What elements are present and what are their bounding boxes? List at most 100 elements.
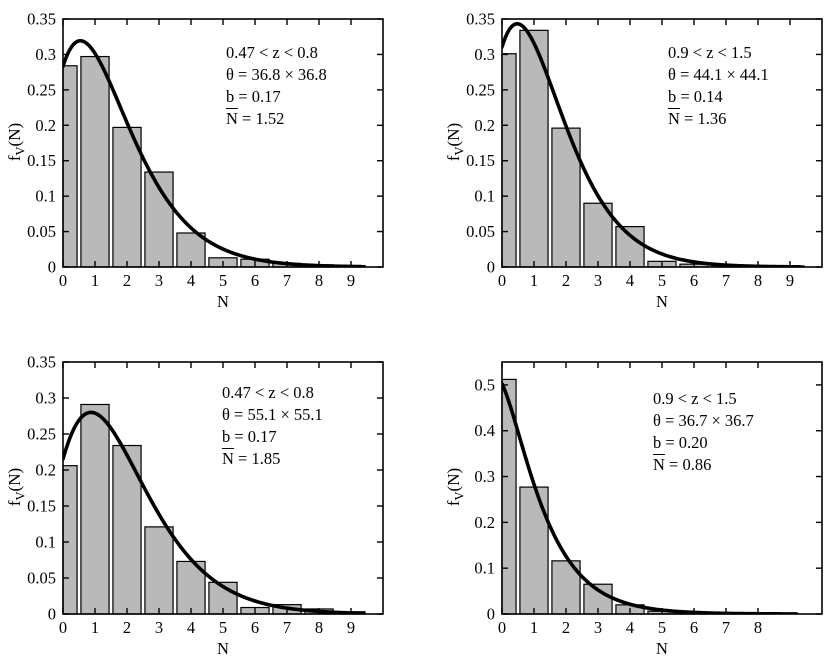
z-range-label: 0.47 < z < 0.8	[226, 43, 318, 62]
plot-box	[62, 18, 384, 268]
fit-parameters-annotation: 0.47 < z < 0.8 θ = 55.1 × 55.1 b = 0.17 …	[222, 382, 323, 470]
z-range-label: 0.9 < z < 1.5	[653, 389, 737, 408]
nbar-value: = 1.36	[679, 109, 727, 128]
bar-N4	[615, 226, 645, 268]
fit-parameters-annotation: 0.47 < z < 0.8 θ = 36.8 × 36.8 b = 0.17 …	[226, 42, 327, 130]
nbar-label: N = 1.85	[222, 448, 323, 470]
y-tick-label: 0.2	[474, 116, 495, 135]
y-tick-label: 0.1	[35, 533, 56, 552]
x-tick-label: 7	[283, 618, 291, 637]
y-tick-label: 0.3	[474, 467, 495, 486]
nbar-label: N = 1.52	[226, 108, 327, 130]
x-tick-label: 9	[347, 271, 355, 290]
x-tick-label: 2	[123, 271, 131, 290]
y-tick-label: 0.25	[27, 80, 56, 99]
ylabel-arg: (N)	[444, 467, 463, 492]
nbar-value: = 1.85	[233, 449, 281, 468]
x-tick-label: 5	[219, 618, 227, 637]
ylabel-arg: (N)	[444, 122, 463, 147]
x-axis-title: N	[656, 639, 668, 658]
y-axis-label: fV(N)	[444, 97, 467, 187]
x-tick-label: 5	[219, 271, 227, 290]
x-axis-title: N	[217, 292, 229, 311]
nbar-value: = 1.52	[237, 109, 285, 128]
bar-N0	[62, 65, 78, 268]
x-tick-label: 1	[530, 271, 538, 290]
bar-N1	[80, 403, 110, 615]
x-tick-label: 4	[187, 271, 195, 290]
y-axis-label: fV(N)	[5, 442, 28, 532]
x-tick-label: 0	[498, 618, 506, 637]
bar-N3	[583, 202, 613, 268]
x-tick-label: 6	[251, 271, 259, 290]
panel-bottom-left: 0 1 2 3 4 5 6 7 8 9 0 0.05 0.1 0.15 0.2 0.25 0.3 0.35 N	[27, 353, 384, 658]
y-tick-label: 0	[48, 258, 56, 277]
z-range-label: 0.47 < z < 0.8	[222, 383, 314, 402]
panel-top-left: 0 1 2 3 4 5 6 7 8 9 0 0.05 0.1 0.15 0.2 0.25 0.3 0.35 N	[27, 10, 384, 312]
x-tick-label: 8	[754, 618, 762, 637]
ylabel-sub-v: V	[452, 146, 467, 156]
theta-label: θ = 44.1 × 44.1	[668, 65, 769, 84]
y-tick-label: 0.35	[27, 353, 56, 372]
y-tick-label: 0.05	[27, 569, 56, 588]
y-tick-label: 0.15	[466, 151, 495, 170]
fit-curve	[62, 410, 366, 614]
nbar-value: = 0.86	[664, 455, 712, 474]
y-tick-label: 0.25	[466, 80, 495, 99]
x-tick-label: 0	[59, 618, 67, 637]
x-tick-label: 3	[594, 271, 602, 290]
axis-ticks	[62, 18, 383, 268]
b-label: b = 0.14	[668, 87, 723, 106]
fit-parameters-annotation: 0.9 < z < 1.5 θ = 36.7 × 36.7 b = 0.20 N…	[653, 388, 754, 476]
y-tick-label: 0.2	[35, 116, 56, 135]
y-tick-label: 0	[487, 258, 495, 277]
x-tick-label: 6	[690, 271, 698, 290]
x-tick-label: 9	[786, 271, 794, 290]
z-range-label: 0.9 < z < 1.5	[668, 43, 752, 62]
y-tick-label: 0.1	[474, 559, 495, 578]
nbar-symbol: N	[653, 455, 665, 474]
x-tick-label: 4	[626, 618, 634, 637]
x-tick-label: 3	[155, 618, 163, 637]
bar-N1	[519, 486, 549, 615]
y-tick-label: 0.3	[35, 45, 56, 64]
ylabel-f: f	[444, 155, 463, 162]
x-tick-label: 6	[690, 618, 698, 637]
fit-parameters-annotation: 0.9 < z < 1.5 θ = 44.1 × 44.1 b = 0.14 N…	[668, 42, 769, 130]
axis-ticks	[501, 362, 822, 615]
y-axis-label: fV(N)	[444, 442, 467, 532]
x-tick-label: 8	[754, 271, 762, 290]
x-tick-label: 3	[594, 618, 602, 637]
bar-N3	[144, 526, 174, 615]
y-tick-label: 0.05	[27, 222, 56, 241]
x-tick-label: 6	[251, 618, 259, 637]
theta-label: θ = 36.7 × 36.7	[653, 411, 754, 430]
y-tick-label: 0.3	[474, 45, 495, 64]
fit-curve	[62, 38, 363, 267]
ylabel-sub-v: V	[452, 491, 467, 501]
axis-labels: 0 1 2 3 4 5 6 7 8 9 0 0.05 0.1 0.15 0.2 0.25 0.3 0.35 N	[27, 10, 355, 312]
y-tick-label: 0.1	[35, 187, 56, 206]
ylabel-sub-v: V	[13, 146, 28, 156]
ylabel-sub-v: V	[13, 491, 28, 501]
x-tick-label: 4	[187, 618, 195, 637]
nbar-label: N = 1.36	[668, 108, 769, 130]
x-tick-label: 3	[155, 271, 163, 290]
x-tick-label: 7	[722, 271, 730, 290]
x-tick-label: 0	[498, 271, 506, 290]
y-tick-label: 0.15	[27, 497, 56, 516]
bar-N1	[80, 55, 110, 268]
bar-N2	[112, 126, 142, 268]
x-tick-label: 1	[91, 271, 99, 290]
axis-ticks	[501, 18, 822, 268]
x-axis-title: N	[656, 292, 668, 311]
nbar-symbol: N	[668, 109, 680, 128]
theta-label: θ = 36.8 × 36.8	[226, 65, 327, 84]
y-tick-label: 0.35	[27, 10, 56, 29]
x-tick-label: 8	[315, 271, 323, 290]
y-tick-label: 0.2	[474, 513, 495, 532]
y-tick-label: 0.4	[474, 421, 495, 440]
x-tick-label: 2	[123, 618, 131, 637]
ylabel-f: f	[5, 500, 24, 507]
